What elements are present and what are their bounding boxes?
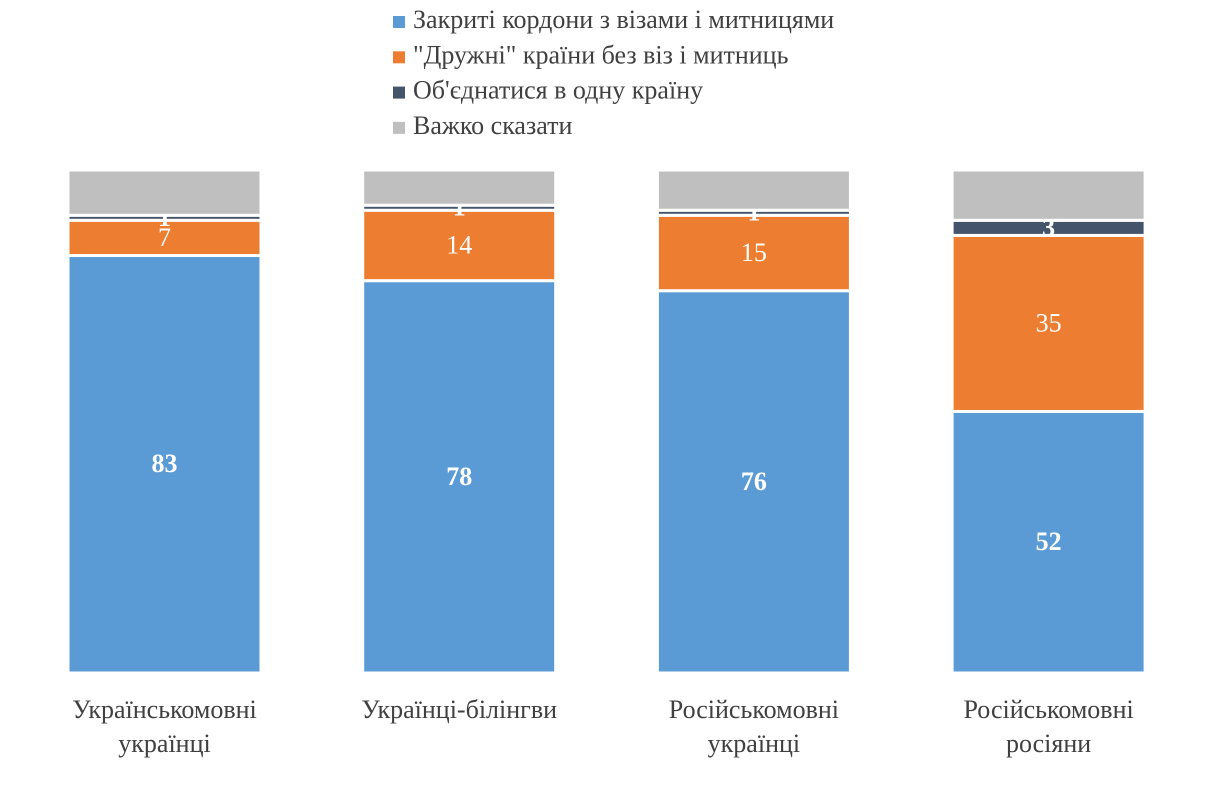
data-label: 15 — [741, 238, 767, 267]
x-tick-label: Російськомовні — [669, 695, 839, 724]
legend-swatch — [393, 16, 405, 28]
data-label: 7 — [158, 223, 171, 252]
bar-segment — [655, 289, 852, 675]
data-label: 78 — [446, 462, 472, 491]
bar-segment — [361, 168, 558, 207]
data-label: 14 — [446, 230, 472, 259]
bar-segment — [66, 168, 263, 217]
x-tick-label: Українськомовні — [72, 695, 257, 724]
bar-segment — [655, 213, 852, 293]
bar-segment — [66, 254, 263, 675]
bar-segment — [66, 218, 263, 258]
data-label: 83 — [152, 449, 178, 478]
bar-segment — [655, 168, 852, 212]
data-label: 35 — [1036, 308, 1062, 337]
legend-label: Об'єднатися в одну країну — [413, 76, 703, 105]
x-tick-label: Російськомовні — [963, 695, 1133, 724]
data-label: 52 — [1036, 527, 1062, 556]
data-label: 76 — [741, 467, 767, 496]
x-tick-label: українці — [708, 729, 800, 758]
legend-label: "Дружні" країни без віз і митниць — [413, 40, 789, 69]
legend-swatch — [393, 51, 405, 64]
bar-segment — [950, 409, 1147, 675]
legend-label: Закриті кордони з візами і митницями — [413, 5, 834, 34]
legend-label: Важко сказати — [413, 111, 572, 140]
bar-segment — [950, 168, 1147, 222]
legend-swatch — [393, 121, 405, 134]
x-tick-label: Українці-білінгви — [361, 695, 557, 724]
x-tick-label: українці — [118, 729, 210, 758]
legend-swatch — [393, 86, 405, 99]
x-tick-label: росіяни — [1006, 729, 1091, 758]
